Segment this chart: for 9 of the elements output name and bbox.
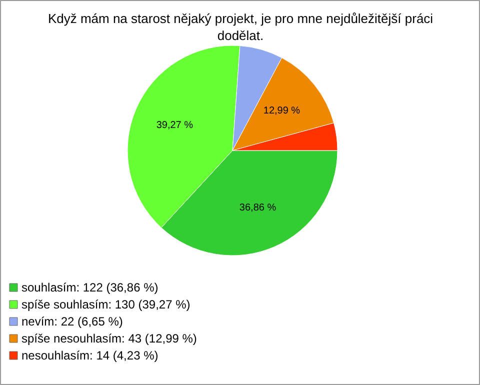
data-label: 39,27 %: [156, 120, 194, 131]
legend-label: nevím: 22 (6,65 %): [22, 314, 123, 328]
legend-label: spíše souhlasím: 130 (39,27 %): [22, 298, 190, 312]
legend-label: nesouhlasím: 14 (4,23 %): [22, 348, 158, 362]
chart-title: Když mám na starost nějaký projekt, je pro mne nejdůležitější práci dodělat.: [48, 11, 434, 43]
data-label: 36,86 %: [239, 202, 276, 214]
legend-label: souhlasím: 122 (36,86 %): [22, 280, 158, 294]
legend-label: spíše nesouhlasím: 43 (12,99 %): [22, 332, 197, 346]
data-label: 12,99 %: [263, 106, 300, 117]
